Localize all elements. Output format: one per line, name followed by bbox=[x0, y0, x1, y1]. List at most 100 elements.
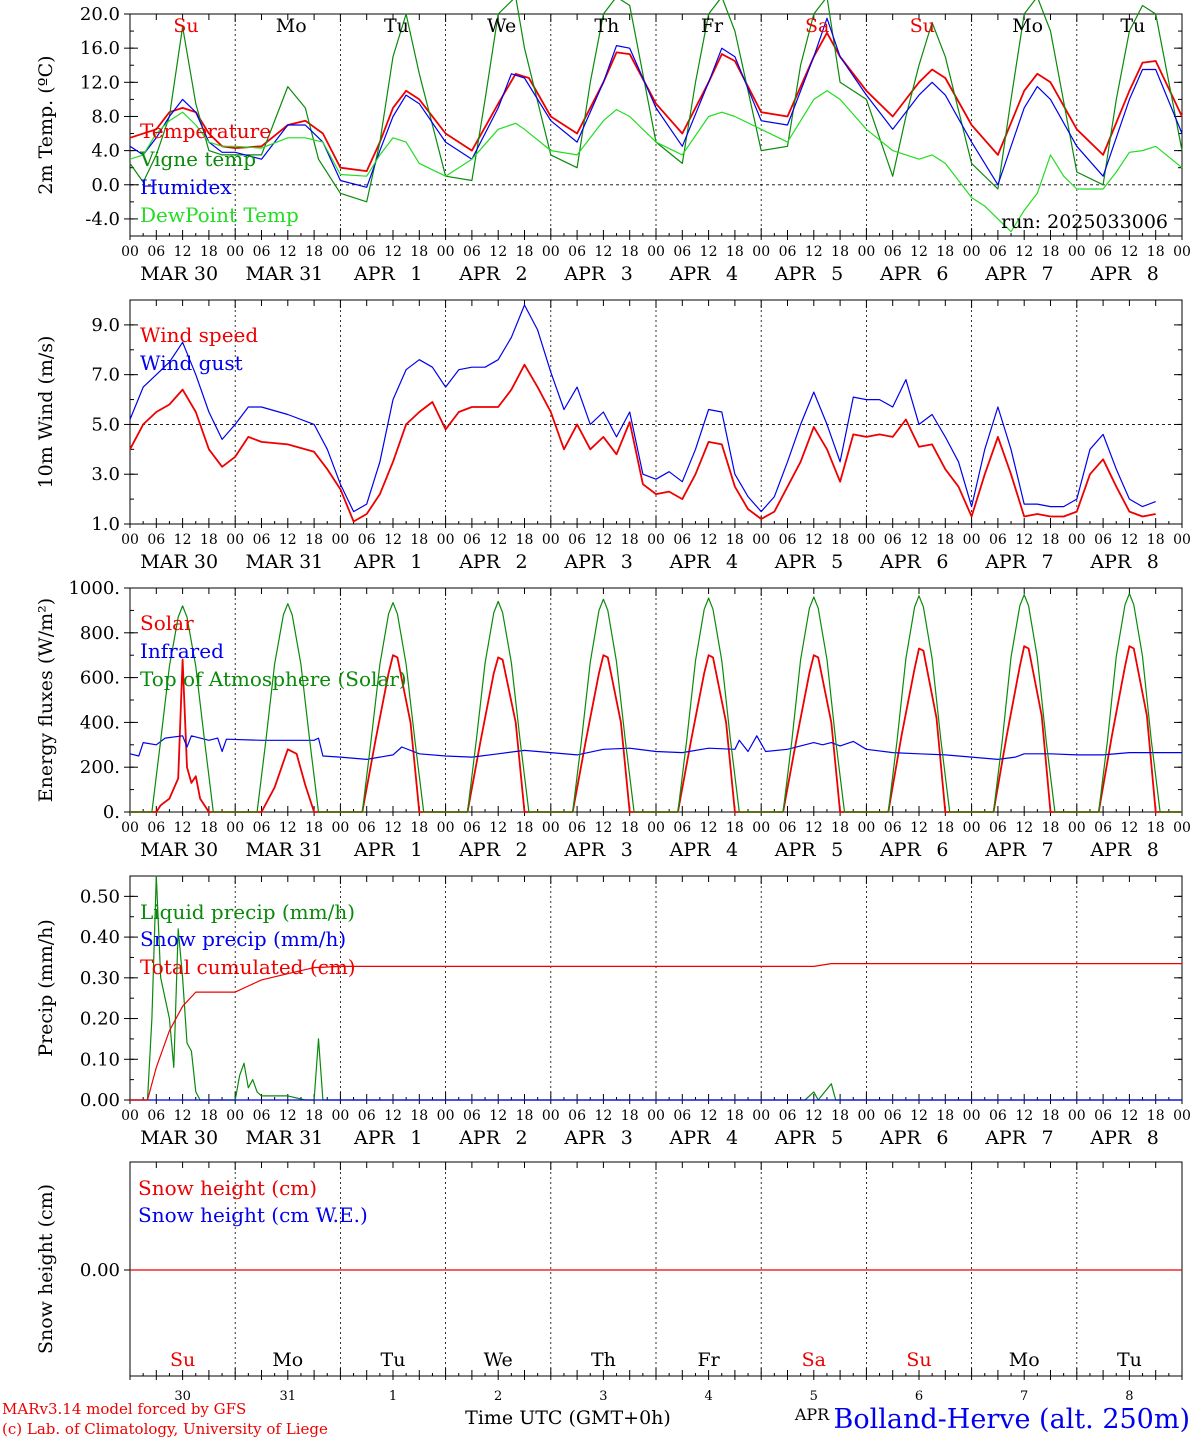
hour-tick-label: 00 bbox=[752, 244, 770, 260]
hour-tick-label: 00 bbox=[1068, 532, 1086, 548]
hour-tick-label: 06 bbox=[884, 244, 902, 260]
legend-entry: Wind speed bbox=[140, 323, 258, 347]
hour-tick-label: 18 bbox=[831, 1108, 849, 1124]
hour-tick-label: 06 bbox=[147, 1108, 165, 1124]
y-tick-label: 0.00 bbox=[80, 1090, 120, 1111]
day-number-label: 2 bbox=[494, 1389, 502, 1404]
hour-tick-label: 00 bbox=[1068, 820, 1086, 836]
month-label: MAR bbox=[140, 263, 188, 285]
legend-entry: Liquid precip (mm/h) bbox=[140, 900, 355, 924]
x-axis-title: Time UTC (GMT+0h) bbox=[465, 1407, 671, 1429]
day-number-label: 5 bbox=[810, 1389, 818, 1404]
day-of-week-label: We bbox=[487, 15, 516, 37]
hour-tick-label: 06 bbox=[147, 244, 165, 260]
day-number-label: 2 bbox=[516, 551, 528, 573]
hour-tick-label: 00 bbox=[1068, 1108, 1086, 1124]
lab-credit: (c) Lab. of Climatology, University of L… bbox=[2, 1420, 328, 1438]
day-number-label: 31 bbox=[280, 1389, 297, 1404]
hour-tick-label: 00 bbox=[542, 244, 560, 260]
hour-tick-label: 00 bbox=[752, 532, 770, 548]
hour-tick-label: 06 bbox=[779, 244, 797, 260]
series-solar bbox=[130, 645, 1182, 813]
day-of-week-label: Sa bbox=[805, 15, 829, 37]
day-number-label: 2 bbox=[516, 1127, 528, 1149]
series-wind-speed bbox=[129, 363, 1156, 523]
hour-tick-label: 12 bbox=[594, 1108, 612, 1124]
hour-tick-label: 12 bbox=[279, 532, 297, 548]
day-number-label: 8 bbox=[1147, 263, 1159, 285]
day-number-label: 7 bbox=[1042, 551, 1054, 573]
y-tick-label: 0.20 bbox=[80, 1009, 120, 1030]
day-number-label: 6 bbox=[936, 839, 948, 861]
y-tick-label: 3.0 bbox=[91, 464, 120, 485]
day-number-label: 4 bbox=[726, 263, 738, 285]
series-infrared bbox=[129, 735, 1182, 760]
y-tick-label: 1.0 bbox=[91, 514, 120, 535]
hour-tick-label: 12 bbox=[174, 244, 192, 260]
panel-wind: 9.0 7.0 5.0 3.0 1.0 10m Wind (m/s) Wind speed W… bbox=[35, 299, 1191, 573]
y-tick-label: 12.0 bbox=[80, 72, 120, 93]
hour-tick-label: 12 bbox=[1120, 820, 1138, 836]
series-humidex bbox=[129, 17, 1183, 188]
hour-tick-label: 00 bbox=[857, 532, 875, 548]
hour-tick-label: 06 bbox=[358, 244, 376, 260]
hour-tick-label: 00 bbox=[121, 1108, 139, 1124]
hour-tick-label: 12 bbox=[279, 244, 297, 260]
hour-tick-label: 12 bbox=[910, 1108, 928, 1124]
hour-tick-label: 00 bbox=[647, 1108, 665, 1124]
hour-tick-label: 06 bbox=[568, 820, 586, 836]
station-location: Bolland-Herve (alt. 250m) bbox=[834, 1404, 1190, 1435]
day-of-week-label: Mo bbox=[1012, 15, 1043, 37]
hour-tick-label: 06 bbox=[147, 820, 165, 836]
hour-tick-label: 18 bbox=[831, 532, 849, 548]
hour-tick-label: 12 bbox=[1120, 1108, 1138, 1124]
hour-tick-label: 00 bbox=[226, 532, 244, 548]
day-number-label: 3 bbox=[621, 1127, 633, 1149]
series-vigne-temp bbox=[129, 0, 1183, 203]
series-temperature bbox=[129, 31, 1183, 172]
hour-tick-label: 18 bbox=[621, 244, 639, 260]
y-tick-label: 200. bbox=[80, 757, 120, 778]
hour-tick-label: 06 bbox=[463, 532, 481, 548]
hour-tick-label: 18 bbox=[831, 820, 849, 836]
hour-tick-label: 06 bbox=[673, 532, 691, 548]
hour-tick-label: 12 bbox=[489, 820, 507, 836]
day-number-label: 4 bbox=[726, 551, 738, 573]
month-label: APR bbox=[774, 1127, 817, 1149]
y-tick-label: 400. bbox=[80, 712, 120, 733]
hour-tick-label: 18 bbox=[410, 532, 428, 548]
hour-tick-label: 06 bbox=[884, 1108, 902, 1124]
month-label: APR bbox=[563, 1127, 606, 1149]
y-tick-label: 0.0 bbox=[91, 175, 120, 196]
month-label: APR bbox=[353, 839, 396, 861]
day-of-week-label: Fr bbox=[701, 15, 724, 37]
hour-tick-label: 00 bbox=[121, 532, 139, 548]
hour-tick-label: 12 bbox=[174, 1108, 192, 1124]
day-number-label: 1 bbox=[410, 263, 422, 285]
hour-tick-label: 06 bbox=[884, 532, 902, 548]
hour-tick-label: 18 bbox=[516, 532, 534, 548]
hour-tick-label: 18 bbox=[1147, 532, 1165, 548]
hour-tick-label: 12 bbox=[174, 532, 192, 548]
y-axis-label: Precip (mm/h) bbox=[35, 919, 57, 1057]
day-number-label: 30 bbox=[194, 263, 218, 285]
month-label: MAR bbox=[140, 839, 188, 861]
legend-entry: Total cumulated (cm) bbox=[140, 955, 356, 979]
hour-tick-label: 18 bbox=[200, 820, 218, 836]
hour-tick-label: 12 bbox=[279, 1108, 297, 1124]
hour-tick-label: 06 bbox=[989, 1108, 1007, 1124]
hour-tick-label: 18 bbox=[831, 244, 849, 260]
day-of-week-label: Sa bbox=[802, 1349, 826, 1371]
hour-tick-label: 18 bbox=[936, 820, 954, 836]
hour-tick-label: 12 bbox=[594, 820, 612, 836]
y-axis-label: Energy fluxes (W/m²) bbox=[35, 598, 57, 802]
hour-tick-label: 00 bbox=[647, 532, 665, 548]
hour-tick-label: 00 bbox=[331, 532, 349, 548]
legend-entry: Humidex bbox=[140, 175, 232, 199]
hour-tick-label: 18 bbox=[726, 532, 744, 548]
hour-tick-label: 00 bbox=[857, 244, 875, 260]
hour-tick-label: 00 bbox=[542, 532, 560, 548]
hour-tick-label: 12 bbox=[805, 532, 823, 548]
hour-tick-label: 18 bbox=[410, 820, 428, 836]
day-number-label: 3 bbox=[621, 263, 633, 285]
